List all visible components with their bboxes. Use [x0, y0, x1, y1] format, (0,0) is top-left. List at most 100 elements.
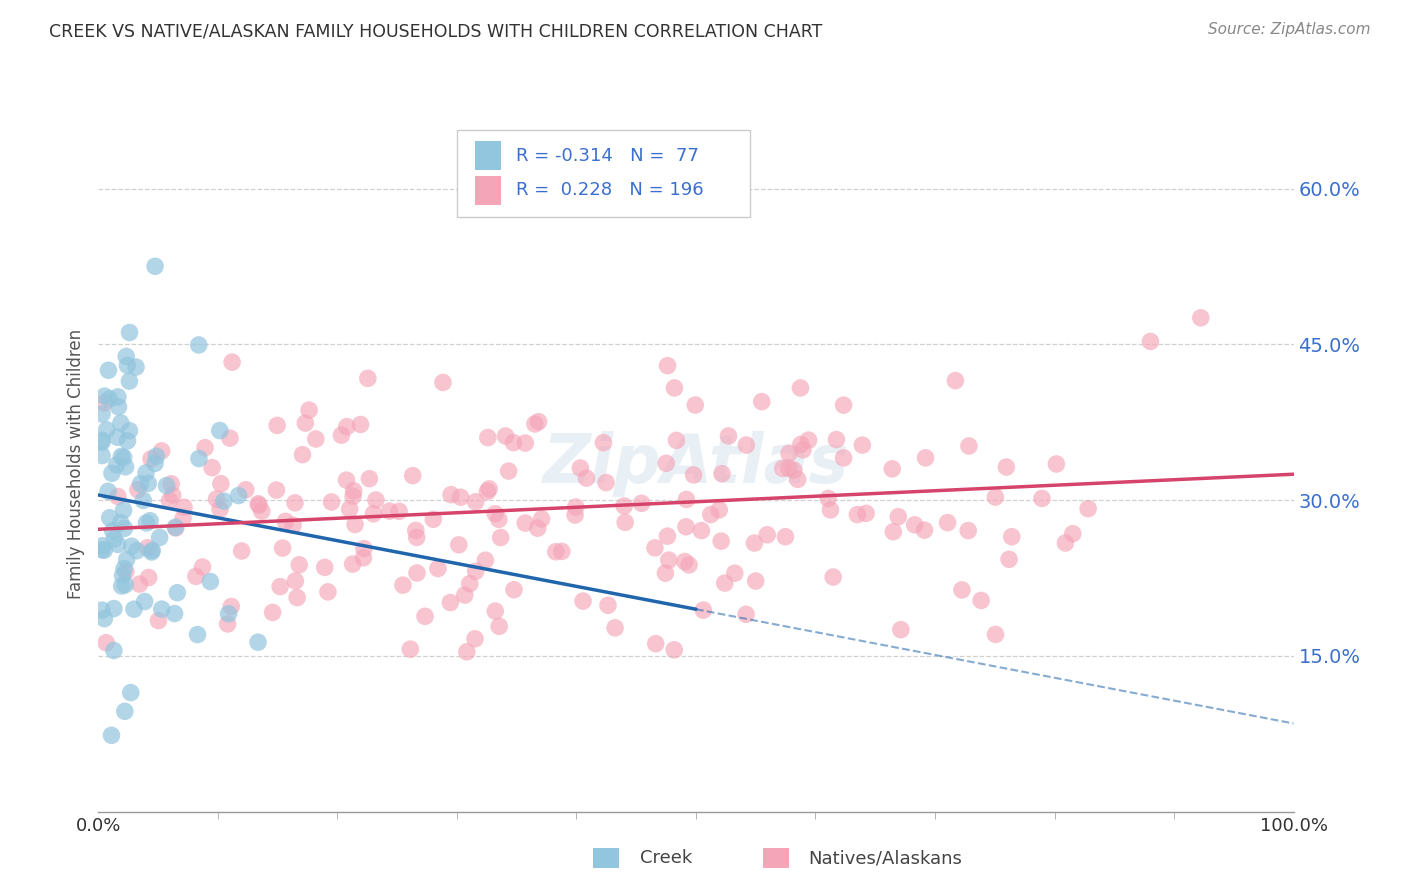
- Point: [114, 704, 136, 718]
- Point: [115, 552, 138, 566]
- Point: [592, 435, 614, 450]
- Point: [406, 566, 429, 580]
- Point: [654, 566, 676, 581]
- Point: [111, 568, 134, 582]
- Point: [630, 496, 652, 510]
- Point: [778, 446, 800, 460]
- Point: [357, 371, 380, 385]
- Point: [231, 544, 253, 558]
- Point: [187, 338, 209, 352]
- Point: [209, 502, 232, 516]
- Point: [188, 451, 211, 466]
- Point: [957, 524, 980, 538]
- Point: [904, 517, 927, 532]
- Point: [91, 542, 114, 557]
- Point: [343, 483, 366, 498]
- Point: [378, 504, 401, 518]
- Point: [1001, 530, 1024, 544]
- Point: [1189, 310, 1212, 325]
- Point: [120, 685, 142, 699]
- Point: [644, 541, 666, 555]
- Point: [914, 450, 936, 465]
- Point: [330, 428, 353, 442]
- Text: R =  0.228   N = 196: R = 0.228 N = 196: [516, 181, 703, 200]
- Point: [464, 564, 486, 578]
- Point: [321, 495, 343, 509]
- Point: [128, 577, 150, 591]
- Point: [91, 449, 114, 463]
- Point: [735, 607, 758, 622]
- Point: [855, 507, 877, 521]
- Point: [595, 475, 617, 490]
- Point: [118, 424, 141, 438]
- Point: [851, 438, 873, 452]
- Point: [209, 476, 232, 491]
- Point: [93, 612, 115, 626]
- Point: [359, 472, 381, 486]
- Point: [107, 490, 129, 504]
- Point: [352, 550, 374, 565]
- Point: [644, 637, 666, 651]
- Point: [488, 619, 510, 633]
- Point: [344, 517, 367, 532]
- Point: [111, 579, 134, 593]
- Point: [250, 504, 273, 518]
- Point: [658, 553, 681, 567]
- Point: [950, 582, 973, 597]
- Point: [887, 509, 910, 524]
- Point: [93, 389, 115, 403]
- Point: [103, 643, 125, 657]
- Point: [596, 599, 619, 613]
- Point: [363, 507, 385, 521]
- Point: [523, 417, 546, 431]
- Point: [399, 642, 422, 657]
- Point: [489, 531, 512, 545]
- Point: [114, 578, 136, 592]
- FancyBboxPatch shape: [457, 130, 749, 217]
- Point: [820, 503, 842, 517]
- Point: [110, 516, 132, 530]
- Point: [751, 394, 773, 409]
- Point: [107, 400, 129, 414]
- Point: [132, 493, 155, 508]
- Point: [484, 507, 506, 521]
- Point: [527, 415, 550, 429]
- Point: [575, 471, 598, 485]
- Point: [110, 416, 132, 430]
- Point: [440, 488, 463, 502]
- Point: [269, 580, 291, 594]
- Point: [427, 561, 450, 575]
- Point: [305, 432, 328, 446]
- Point: [846, 508, 869, 522]
- Point: [783, 463, 806, 477]
- Point: [364, 493, 387, 508]
- Point: [221, 355, 243, 369]
- Point: [450, 490, 472, 504]
- Point: [564, 500, 586, 515]
- Point: [284, 574, 307, 588]
- Text: ZipAtlas: ZipAtlas: [543, 431, 849, 497]
- Point: [477, 431, 499, 445]
- Point: [1139, 334, 1161, 349]
- Point: [107, 390, 129, 404]
- Point: [219, 599, 242, 614]
- Point: [143, 457, 166, 471]
- Point: [100, 728, 122, 742]
- Point: [477, 484, 499, 499]
- Text: CREEK VS NATIVE/ALASKAN FAMILY HOUSEHOLDS WITH CHILDREN CORRELATION CHART: CREEK VS NATIVE/ALASKAN FAMILY HOUSEHOLD…: [49, 22, 823, 40]
- Point: [678, 558, 700, 572]
- Text: Creek: Creek: [640, 849, 692, 867]
- Point: [342, 557, 364, 571]
- Point: [1054, 536, 1077, 550]
- Point: [551, 544, 574, 558]
- Point: [614, 516, 637, 530]
- Point: [657, 529, 679, 543]
- Point: [97, 363, 120, 377]
- Point: [96, 636, 118, 650]
- Point: [792, 442, 814, 457]
- Point: [110, 450, 132, 464]
- Point: [664, 643, 686, 657]
- Point: [212, 494, 235, 508]
- Point: [107, 430, 129, 444]
- Point: [775, 530, 797, 544]
